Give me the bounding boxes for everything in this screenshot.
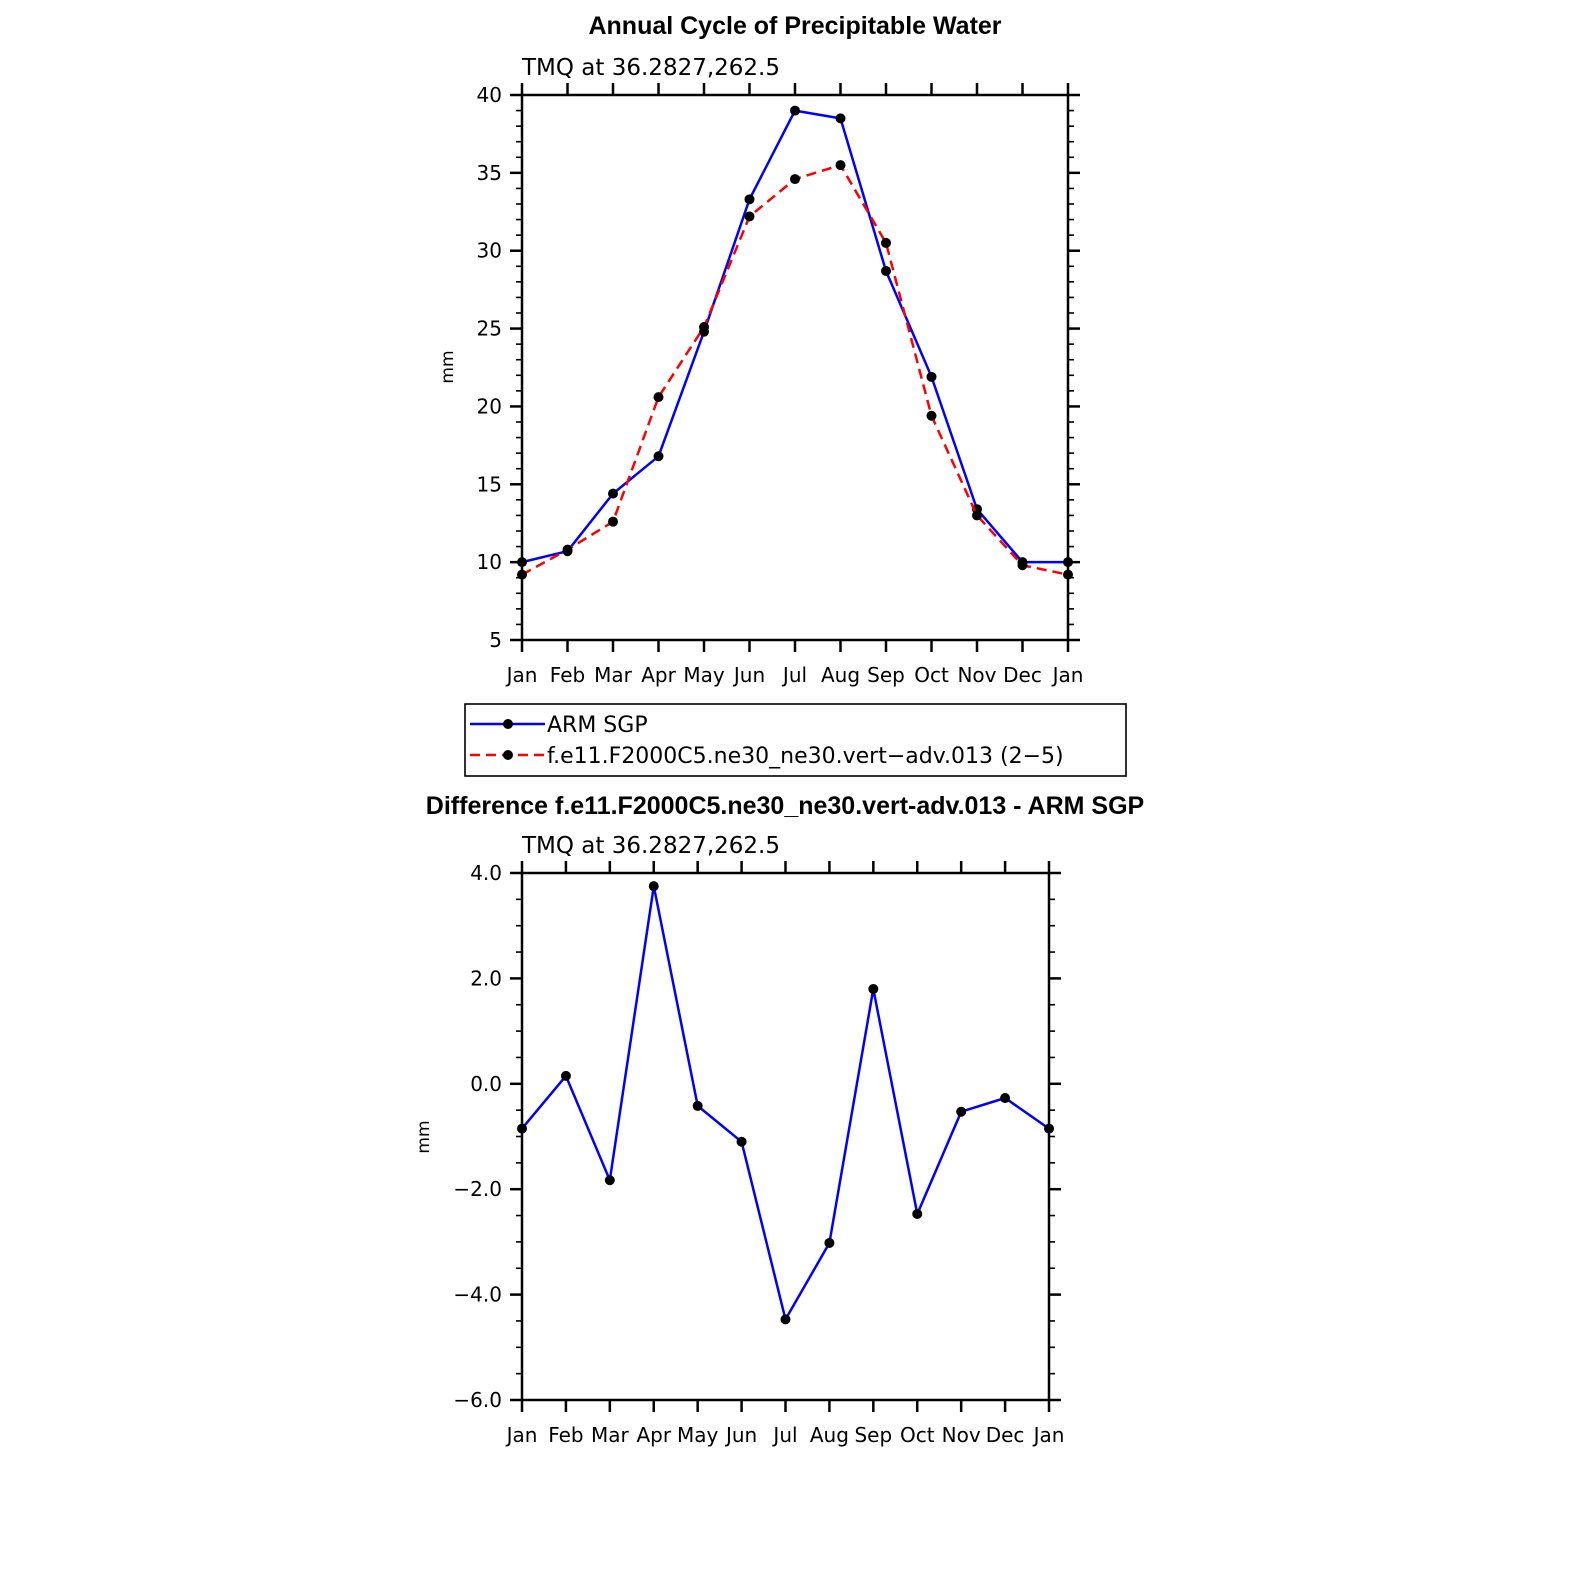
- x-tick-label: Jun: [724, 1423, 757, 1447]
- series-0-point: [881, 265, 891, 276]
- y-tick-label: 15: [477, 472, 502, 496]
- chart-subtitle: TMQ at 36.2827,262.5: [521, 55, 780, 81]
- series-0-point: [956, 1106, 967, 1117]
- series-0-point: [692, 1100, 703, 1111]
- series-line-0: [521, 884, 1050, 1321]
- x-tick-label: Sep: [854, 1423, 892, 1447]
- x-tick-label: Sep: [867, 663, 905, 687]
- y-tick-label: −4.0: [453, 1283, 502, 1307]
- plot-frame: [520, 93, 1070, 642]
- legend: ARM SGP f.e11.F2000C5.ne30_ne30.vert−adv…: [464, 703, 1127, 777]
- series-1-point: [835, 160, 846, 171]
- series-layer: [517, 881, 1054, 1325]
- y-tick-label: 5: [489, 628, 502, 652]
- series-1-point: [881, 237, 891, 248]
- y-tick-label: 2.0: [470, 966, 502, 990]
- x-tick-label: Jan: [1051, 663, 1084, 687]
- y-tick-labels: −6.0 −4.0 −2.0 0.0 2.0 4.0: [453, 861, 502, 1412]
- x-tick-label: Aug: [810, 1423, 849, 1447]
- series-0-point: [648, 881, 659, 892]
- y-tick-label: 10: [477, 550, 502, 574]
- x-tick-label: Jul: [771, 1423, 797, 1447]
- x-tick-labels: Jan Feb Mar Apr May Jun Jul Aug Sep Oct Nov Dec Jan: [505, 1423, 1065, 1447]
- legend-label: ARM SGP: [547, 713, 648, 738]
- y-tick-label: −2.0: [453, 1177, 502, 1201]
- series-0-point: [1000, 1093, 1011, 1104]
- legend-marker: [503, 750, 513, 760]
- y-axis-label: mm: [438, 350, 458, 383]
- chart-title: Difference f.e11.F2000C5.ne30_ne30.vert-…: [426, 792, 1144, 820]
- legend-box: [464, 703, 1127, 777]
- y-tick-label: 20: [477, 394, 502, 418]
- y-tick-label: 4.0: [470, 861, 502, 885]
- series-0-point: [604, 1175, 615, 1186]
- plot-frame: [520, 871, 1051, 1402]
- legend-item-arm-sgp: ARM SGP: [470, 713, 648, 738]
- x-tick-label: Nov: [957, 663, 996, 687]
- x-tick-label: Feb: [548, 1423, 583, 1447]
- x-tick-label: Dec: [986, 1423, 1025, 1447]
- series-0-point: [653, 451, 664, 462]
- x-tick-label: May: [683, 663, 725, 687]
- tick-marks: [510, 83, 1080, 652]
- x-tick-label: Oct: [900, 1423, 935, 1447]
- x-tick-label: Aug: [821, 663, 860, 687]
- series-1-point: [744, 211, 755, 222]
- x-tick-label: Feb: [550, 663, 585, 687]
- y-tick-label: 25: [477, 317, 502, 341]
- difference-chart: Difference f.e11.F2000C5.ne30_ne30.vert-…: [414, 792, 1144, 1447]
- series-0-point: [744, 194, 755, 205]
- x-tick-label: Apr: [636, 1423, 671, 1447]
- series-1-point: [926, 410, 937, 421]
- series-1-point: [608, 516, 618, 527]
- series-0-point: [912, 1208, 923, 1219]
- series-1-point: [790, 174, 800, 185]
- series-0-point: [790, 105, 800, 116]
- series-0-point: [868, 983, 879, 994]
- y-tick-label: 0.0: [470, 1072, 502, 1096]
- x-tick-labels: Jan Feb Mar Apr May Jun Jul Aug Sep Oct Nov Dec Jan: [505, 663, 1084, 687]
- series-1-point: [562, 544, 573, 555]
- x-tick-label: Oct: [914, 663, 949, 687]
- x-tick-label: Mar: [591, 1423, 630, 1447]
- x-tick-label: Mar: [594, 663, 633, 687]
- y-tick-label: 35: [477, 161, 502, 185]
- series-0-point: [780, 1314, 791, 1325]
- series-1-point: [1017, 560, 1028, 571]
- y-axis-label: mm: [414, 1120, 434, 1153]
- series-0-point: [560, 1070, 571, 1081]
- x-tick-label: Jul: [781, 663, 807, 687]
- series-line-1: [521, 163, 1069, 576]
- x-tick-label: Jan: [505, 663, 538, 687]
- x-tick-label: May: [677, 1423, 719, 1447]
- series-1-point: [699, 322, 709, 333]
- series-1-point: [972, 510, 982, 521]
- y-tick-label: 40: [477, 83, 502, 107]
- series-0-point: [926, 371, 937, 382]
- x-tick-label: Apr: [641, 663, 676, 687]
- x-tick-label: Dec: [1003, 663, 1042, 687]
- legend-marker: [503, 719, 513, 729]
- annual-cycle-chart: Annual Cycle of Precipitable Water TMQ a…: [438, 12, 1083, 687]
- legend-label: f.e11.F2000C5.ne30_ne30.vert−adv.013 (2−…: [547, 744, 1064, 769]
- x-tick-label: Jan: [505, 1423, 538, 1447]
- x-tick-label: Nov: [942, 1423, 981, 1447]
- x-tick-label: Jan: [1032, 1423, 1065, 1447]
- y-tick-label: 30: [477, 239, 502, 263]
- series-0-point: [608, 488, 618, 499]
- series-0-point: [736, 1136, 747, 1147]
- legend-item-model: f.e11.F2000C5.ne30_ne30.vert−adv.013 (2−…: [470, 744, 1064, 769]
- series-layer: [517, 105, 1073, 580]
- series-0-point: [835, 113, 846, 124]
- series-0-point: [824, 1237, 835, 1248]
- chart-subtitle: TMQ at 36.2827,262.5: [521, 833, 780, 859]
- x-tick-label: Jun: [732, 663, 765, 687]
- series-1-point: [653, 392, 664, 403]
- y-tick-labels: 5 10 15 20 25 30 35 40: [477, 83, 502, 652]
- chart-title: Annual Cycle of Precipitable Water: [588, 12, 1001, 40]
- y-tick-label: −6.0: [453, 1388, 502, 1412]
